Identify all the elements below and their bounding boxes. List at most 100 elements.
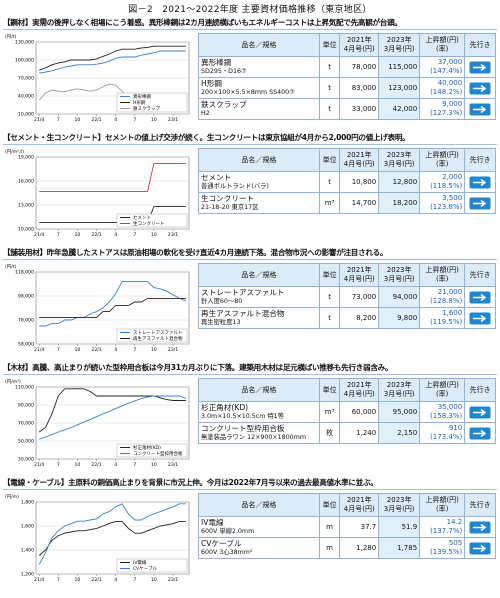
item-name: 生コンクリート <box>201 194 255 203</box>
outlook-cell <box>464 516 496 538</box>
section-heading: 【電線・ケーブル】主原料の銅価高止まりを背景に市況上伸。今月は2022年7月号以… <box>3 477 497 490</box>
item-cell: 鉄スクラップ H2 <box>198 98 320 120</box>
price-chart: (円/m³) 30,000 50,000 70,000 90,000 110,000 21/… <box>5 379 190 468</box>
y-tick-label: 30,000 <box>18 457 34 463</box>
price-2021: 37.7 <box>339 516 380 538</box>
x-tick-label: 10 <box>75 232 81 238</box>
table-row: CVケーブル 600V 3心38mm² m 1,280 1,785 505 (139.5%) <box>198 537 496 559</box>
rise-rate: (148.2%) <box>430 88 463 96</box>
x-tick-label: 7 <box>133 117 136 123</box>
header-text: 4月号(円) <box>343 505 375 513</box>
table-row: 異形棒鋼 SD295・D16⑦ t 78,000 115,000 37,000 (147.4… <box>198 56 496 78</box>
price-table: 品名／規格 単位 2021年 4月号(円) 2023年 3月号(円) 上昇額(円) (率) 先行… <box>198 263 496 329</box>
header-text: 品名／規格 <box>241 270 277 279</box>
header-text: 3月号(円) <box>383 160 415 168</box>
header-text: 2023年 <box>386 266 412 274</box>
x-tick-label: 10 <box>75 347 81 353</box>
rise-rate: (127.3%) <box>430 109 463 117</box>
x-tick-label: 10 <box>75 117 81 123</box>
header-text: 2021年 <box>346 381 372 389</box>
header-text: 2021年 <box>346 151 372 159</box>
item-spec: SD295・D16⑦ <box>201 68 247 75</box>
item-name: 杉正角材(KD) <box>201 403 249 412</box>
y-tick-label: 40,000 <box>18 94 34 100</box>
price-table: 品名／規格 単位 2021年 4月号(円) 2023年 3月号(円) 上昇額(円) (率) 先行… <box>198 33 496 120</box>
rise-cell: 35,000 (158.3%) <box>419 401 466 423</box>
x-tick-label: 7 <box>57 462 60 468</box>
legend-box <box>116 213 188 228</box>
unit-cell: m <box>318 537 341 559</box>
y-tick-label: 70,000 <box>18 76 34 82</box>
series-line <box>39 206 186 224</box>
header-text: 2023年 <box>386 36 412 44</box>
outlook-cell <box>464 537 496 559</box>
y-tick-label: 110,000 <box>15 385 34 391</box>
header-text: 単位 <box>322 155 337 164</box>
header-cell: 品名／規格 <box>198 263 320 287</box>
rise-cell: 1,600 (119.5%) <box>419 307 466 329</box>
legend-label: 生コンクリート <box>133 220 165 227</box>
rise-rate: (118.5%) <box>430 182 463 190</box>
item-name: 再生アスファルト混合物 <box>201 309 285 318</box>
item-cell: ストレートアスファルト 針入度60～80 <box>198 286 320 308</box>
y-tick-label: 100,000 <box>15 58 34 64</box>
header-text: 3月号(円) <box>383 275 415 283</box>
x-tick-label: 23/1 <box>168 232 178 238</box>
y-tick-label: 19,000 <box>18 155 34 161</box>
header-cell: 2023年 3月号(円) <box>378 33 421 57</box>
header-cell: 単位 <box>318 148 341 172</box>
rise-cell: 14.2 (137.7%) <box>419 516 466 538</box>
x-tick-label: 21/4 <box>34 232 44 238</box>
outlook-icon <box>469 291 491 303</box>
x-tick-label: 7 <box>133 347 136 353</box>
x-tick-label: 10 <box>151 347 157 353</box>
item-spec: 200×100×5.5×8mm SS400⑦ <box>201 89 295 96</box>
item-cell: CVケーブル 600V 3心38mm² <box>198 537 320 559</box>
header-text: 4月号(円) <box>343 45 375 53</box>
unit-cell: 枚 <box>318 422 341 444</box>
legend-label: セメント <box>133 215 151 221</box>
price-2021: 1,280 <box>339 537 380 559</box>
header-text: 品名／規格 <box>241 385 277 394</box>
header-row: 品名／規格 単位 2021年 4月号(円) 2023年 3月号(円) 上昇額(円) (率) 先行… <box>198 263 496 287</box>
header-cell: 先行き <box>464 148 496 172</box>
price-chart: (円/m³,t) 10,000 13,000 16,000 19,000 21/4 7 10 2… <box>5 149 190 238</box>
item-spec: 普通ポルトランド(バラ) <box>201 183 269 190</box>
rise-amount: 14.2 <box>446 518 463 526</box>
header-row: 品名／規格 単位 2021年 4月号(円) 2023年 3月号(円) 上昇額(円) (率) 先行… <box>198 148 496 172</box>
series-line <box>38 388 186 433</box>
header-text: 上昇額(円) <box>425 381 459 389</box>
x-tick-label: 7 <box>57 117 60 123</box>
price-table: 品名／規格 単位 2021年 4月号(円) 2023年 3月号(円) 上昇額(円) (率) 先行… <box>198 378 496 444</box>
header-text: 2023年 <box>386 151 412 159</box>
header-cell: 上昇額(円) (率) <box>419 33 466 57</box>
header-cell: 単位 <box>318 493 341 517</box>
x-tick-label: 4 <box>114 232 117 238</box>
icon-arrow <box>473 63 487 71</box>
header-text: 上昇額(円) <box>425 266 459 274</box>
outlook-icon <box>469 427 491 439</box>
header-text: 4月号(円) <box>343 160 375 168</box>
header-text: 2021年 <box>346 496 372 504</box>
x-tick-label: 22/1 <box>91 462 101 468</box>
header-cell: 上昇額(円) (率) <box>419 493 466 517</box>
x-tick-label: 22/1 <box>91 232 101 238</box>
x-tick-label: 7 <box>57 577 60 583</box>
header-text: 単位 <box>322 500 337 509</box>
outlook-cell <box>464 77 496 99</box>
table-row: コンクリート型枠用合板 無塗装品ラワン 12×900×1800mm 枚 1,240 2,… <box>198 422 496 444</box>
outlook-icon <box>469 406 491 418</box>
rise-cell: 3,500 (123.8%) <box>419 192 466 214</box>
header-text: 上昇額(円) <box>425 36 459 44</box>
legend-box <box>116 328 188 343</box>
price-2023: 18,200 <box>378 192 421 214</box>
price-chart: (円/t) 58,000 78,000 98,000 118,000 21/4 7 10 22/… <box>5 264 190 353</box>
y-tick-label: 50,000 <box>18 439 34 445</box>
header-text: 3月号(円) <box>383 505 415 513</box>
price-2023: 95,000 <box>378 401 421 423</box>
y-tick-label: 1,400 <box>21 548 34 554</box>
rise-amount: 910 <box>448 424 463 432</box>
header-text: (率) <box>435 45 449 53</box>
price-2021: 33,000 <box>339 98 380 120</box>
header-row: 品名／規格 単位 2021年 4月号(円) 2023年 3月号(円) 上昇額(円) (率) 先行… <box>198 378 496 402</box>
